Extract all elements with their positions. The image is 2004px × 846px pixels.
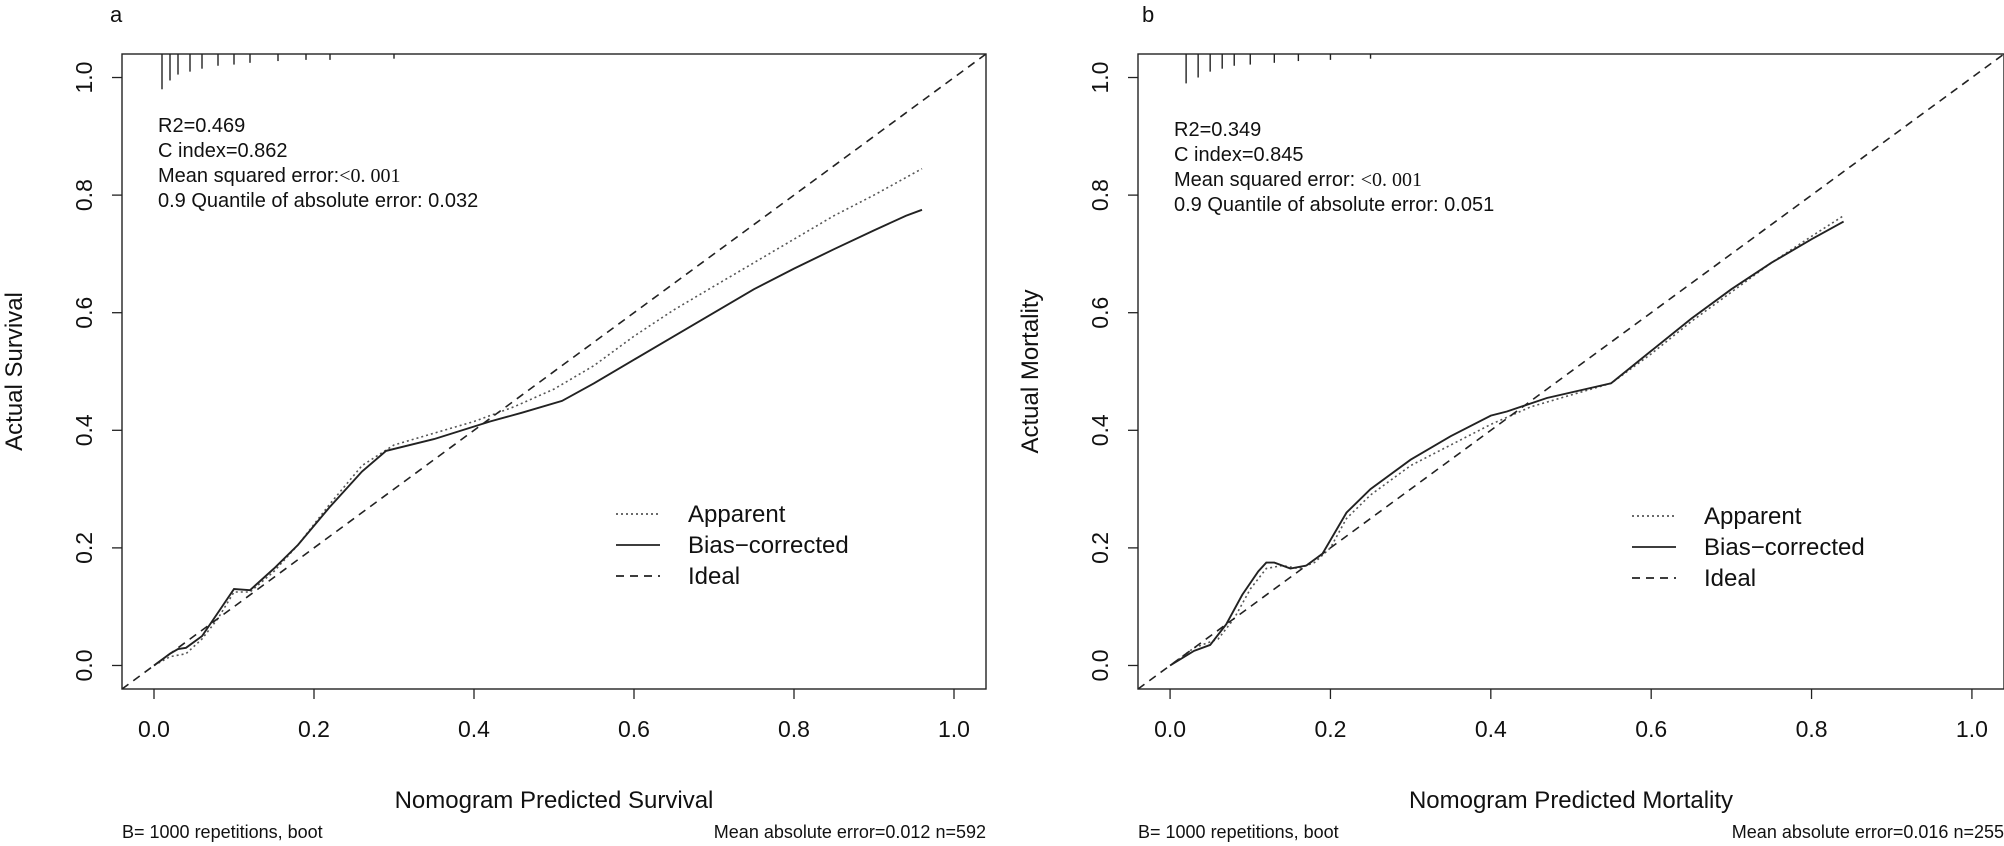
footer-repetitions: B= 1000 repetitions, boot xyxy=(1138,822,1339,842)
stat-c-index: C index=0.845 xyxy=(1174,144,1304,166)
calibration-plot-a: a 0.0 0.2 0.4 0.6 0.8 1.0 0.0 0.2 0.4 0.6 0.8 1.0 Nom… xyxy=(1,2,987,842)
x-tick-label: 1.0 xyxy=(1956,716,1988,742)
y-tick-label: 1.0 xyxy=(71,62,97,94)
x-tick-label: 0.0 xyxy=(138,716,170,742)
panel-label: a xyxy=(110,2,123,27)
series-dotted-line xyxy=(1169,215,1845,667)
y-tick-label: 0.0 xyxy=(71,649,97,681)
x-tick-label: 1.0 xyxy=(938,716,970,742)
series-solid-line xyxy=(153,208,923,667)
y-tick-label: 0.4 xyxy=(71,414,97,446)
y-axis-label: Actual Survival xyxy=(1,292,28,451)
legend-label: Ideal xyxy=(1704,565,1756,592)
stat-mse: Mean squared error: <0. 001 xyxy=(1174,169,1422,191)
footer-mean-abs-error: Mean absolute error=0.016 n=255 xyxy=(1732,822,2004,842)
plot-frame xyxy=(1137,53,2004,690)
x-tick-label: 0.8 xyxy=(778,716,810,742)
stat-mse-value: <0. 001 xyxy=(1361,169,1422,191)
legend-label: Apparent xyxy=(688,501,786,528)
stat-mse-prefix: Mean squared error: xyxy=(1174,169,1361,191)
y-tick-label: 0.6 xyxy=(71,297,97,329)
y-tick-label: 0.2 xyxy=(1087,532,1113,564)
legend-label: Bias−corrected xyxy=(688,532,849,559)
y-tick-label: 0.4 xyxy=(1087,414,1113,446)
stat-r2: R2=0.469 xyxy=(158,115,245,137)
footer-mean-abs-error: Mean absolute error=0.012 n=592 xyxy=(714,822,986,842)
y-tick-label: 1.0 xyxy=(1087,62,1113,94)
series-dashed-line xyxy=(1137,53,2004,690)
plot-frame xyxy=(121,53,987,690)
calibration-plot-b: b 0.0 0.2 0.4 0.6 0.8 1.0 0.0 0.2 0.4 0.6 0.8 1.0 Nom… xyxy=(1017,2,2004,842)
legend-label: Apparent xyxy=(1704,503,1802,530)
footer-repetitions: B= 1000 repetitions, boot xyxy=(122,822,323,842)
series-solid-line xyxy=(1169,220,1845,667)
legend-label: Ideal xyxy=(688,563,740,590)
y-tick-label: 0.8 xyxy=(1087,179,1113,211)
y-tick-label: 0.2 xyxy=(71,532,97,564)
series-dotted-line xyxy=(153,167,923,667)
x-axis-label: Nomogram Predicted Survival xyxy=(395,787,714,814)
y-tick-label: 0.6 xyxy=(1087,297,1113,329)
x-tick-label: 0.2 xyxy=(1314,716,1346,742)
stat-mse-prefix: Mean squared error: xyxy=(158,165,339,187)
x-tick-label: 0.8 xyxy=(1796,716,1828,742)
panel-label: b xyxy=(1142,2,1154,27)
x-tick-label: 0.4 xyxy=(1475,716,1507,742)
stat-mse: Mean squared error:<0. 001 xyxy=(158,165,400,187)
y-tick-label: 0.0 xyxy=(1087,649,1113,681)
legend-label: Bias−corrected xyxy=(1704,534,1865,561)
x-axis-label: Nomogram Predicted Mortality xyxy=(1409,787,1733,814)
x-tick-label: 0.4 xyxy=(458,716,490,742)
y-tick-label: 0.8 xyxy=(71,179,97,211)
stat-c-index: C index=0.862 xyxy=(158,140,288,162)
x-tick-label: 0.2 xyxy=(298,716,330,742)
x-tick-label: 0.6 xyxy=(1635,716,1667,742)
series-dashed-line xyxy=(121,53,987,690)
x-tick-label: 0.6 xyxy=(618,716,650,742)
x-tick-label: 0.0 xyxy=(1154,716,1186,742)
stat-r2: R2=0.349 xyxy=(1174,119,1261,141)
stat-mse-value: <0. 001 xyxy=(339,165,400,187)
stat-quantile: 0.9 Quantile of absolute error: 0.051 xyxy=(1174,194,1494,216)
stat-quantile: 0.9 Quantile of absolute error: 0.032 xyxy=(158,190,478,212)
y-axis-label: Actual Mortality xyxy=(1017,289,1044,453)
